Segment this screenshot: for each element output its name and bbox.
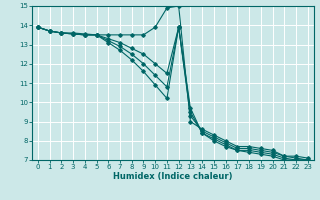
X-axis label: Humidex (Indice chaleur): Humidex (Indice chaleur) bbox=[113, 172, 233, 181]
